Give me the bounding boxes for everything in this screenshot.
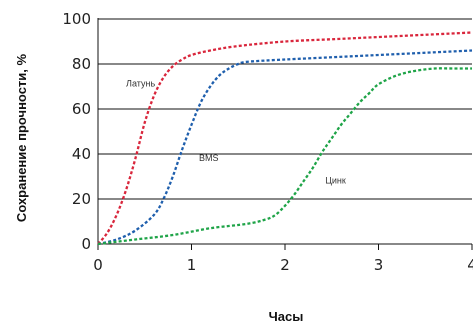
- y-axis-title: Сохранение прочности, %: [14, 53, 29, 222]
- x-tick-label: 0: [93, 256, 103, 274]
- y-tick-labels: 0 20 40 60 80 100: [62, 10, 91, 253]
- x-tick-label: 3: [374, 256, 384, 274]
- x-tick-label: 1: [187, 256, 197, 274]
- y-tick-label: 60: [72, 100, 91, 118]
- series-line-2: [97, 49, 473, 246]
- x-tick-label: 2: [280, 256, 290, 274]
- series-annotation-3: Цинк: [325, 175, 346, 185]
- series-annotation-1: Латунь: [126, 79, 155, 89]
- axes: [97, 18, 473, 250]
- series-annotation-2: BMS: [199, 153, 219, 163]
- y-tick-label: 100: [62, 10, 91, 28]
- y-tick-label: 0: [81, 235, 91, 253]
- series-lines: [97, 31, 473, 246]
- series-line-3: [97, 67, 472, 246]
- series-line-1: [97, 31, 473, 245]
- grid-lines: [98, 18, 472, 200]
- x-tick-labels: 0 1 2 3 4: [93, 256, 473, 274]
- x-tick-label: 4: [467, 256, 473, 274]
- x-axis-title: Часы: [269, 309, 304, 324]
- y-tick-label: 80: [72, 55, 91, 73]
- y-tick-label: 20: [72, 190, 91, 208]
- y-tick-label: 40: [72, 145, 91, 163]
- series-annotations: Латунь BMS Цинк: [126, 79, 346, 186]
